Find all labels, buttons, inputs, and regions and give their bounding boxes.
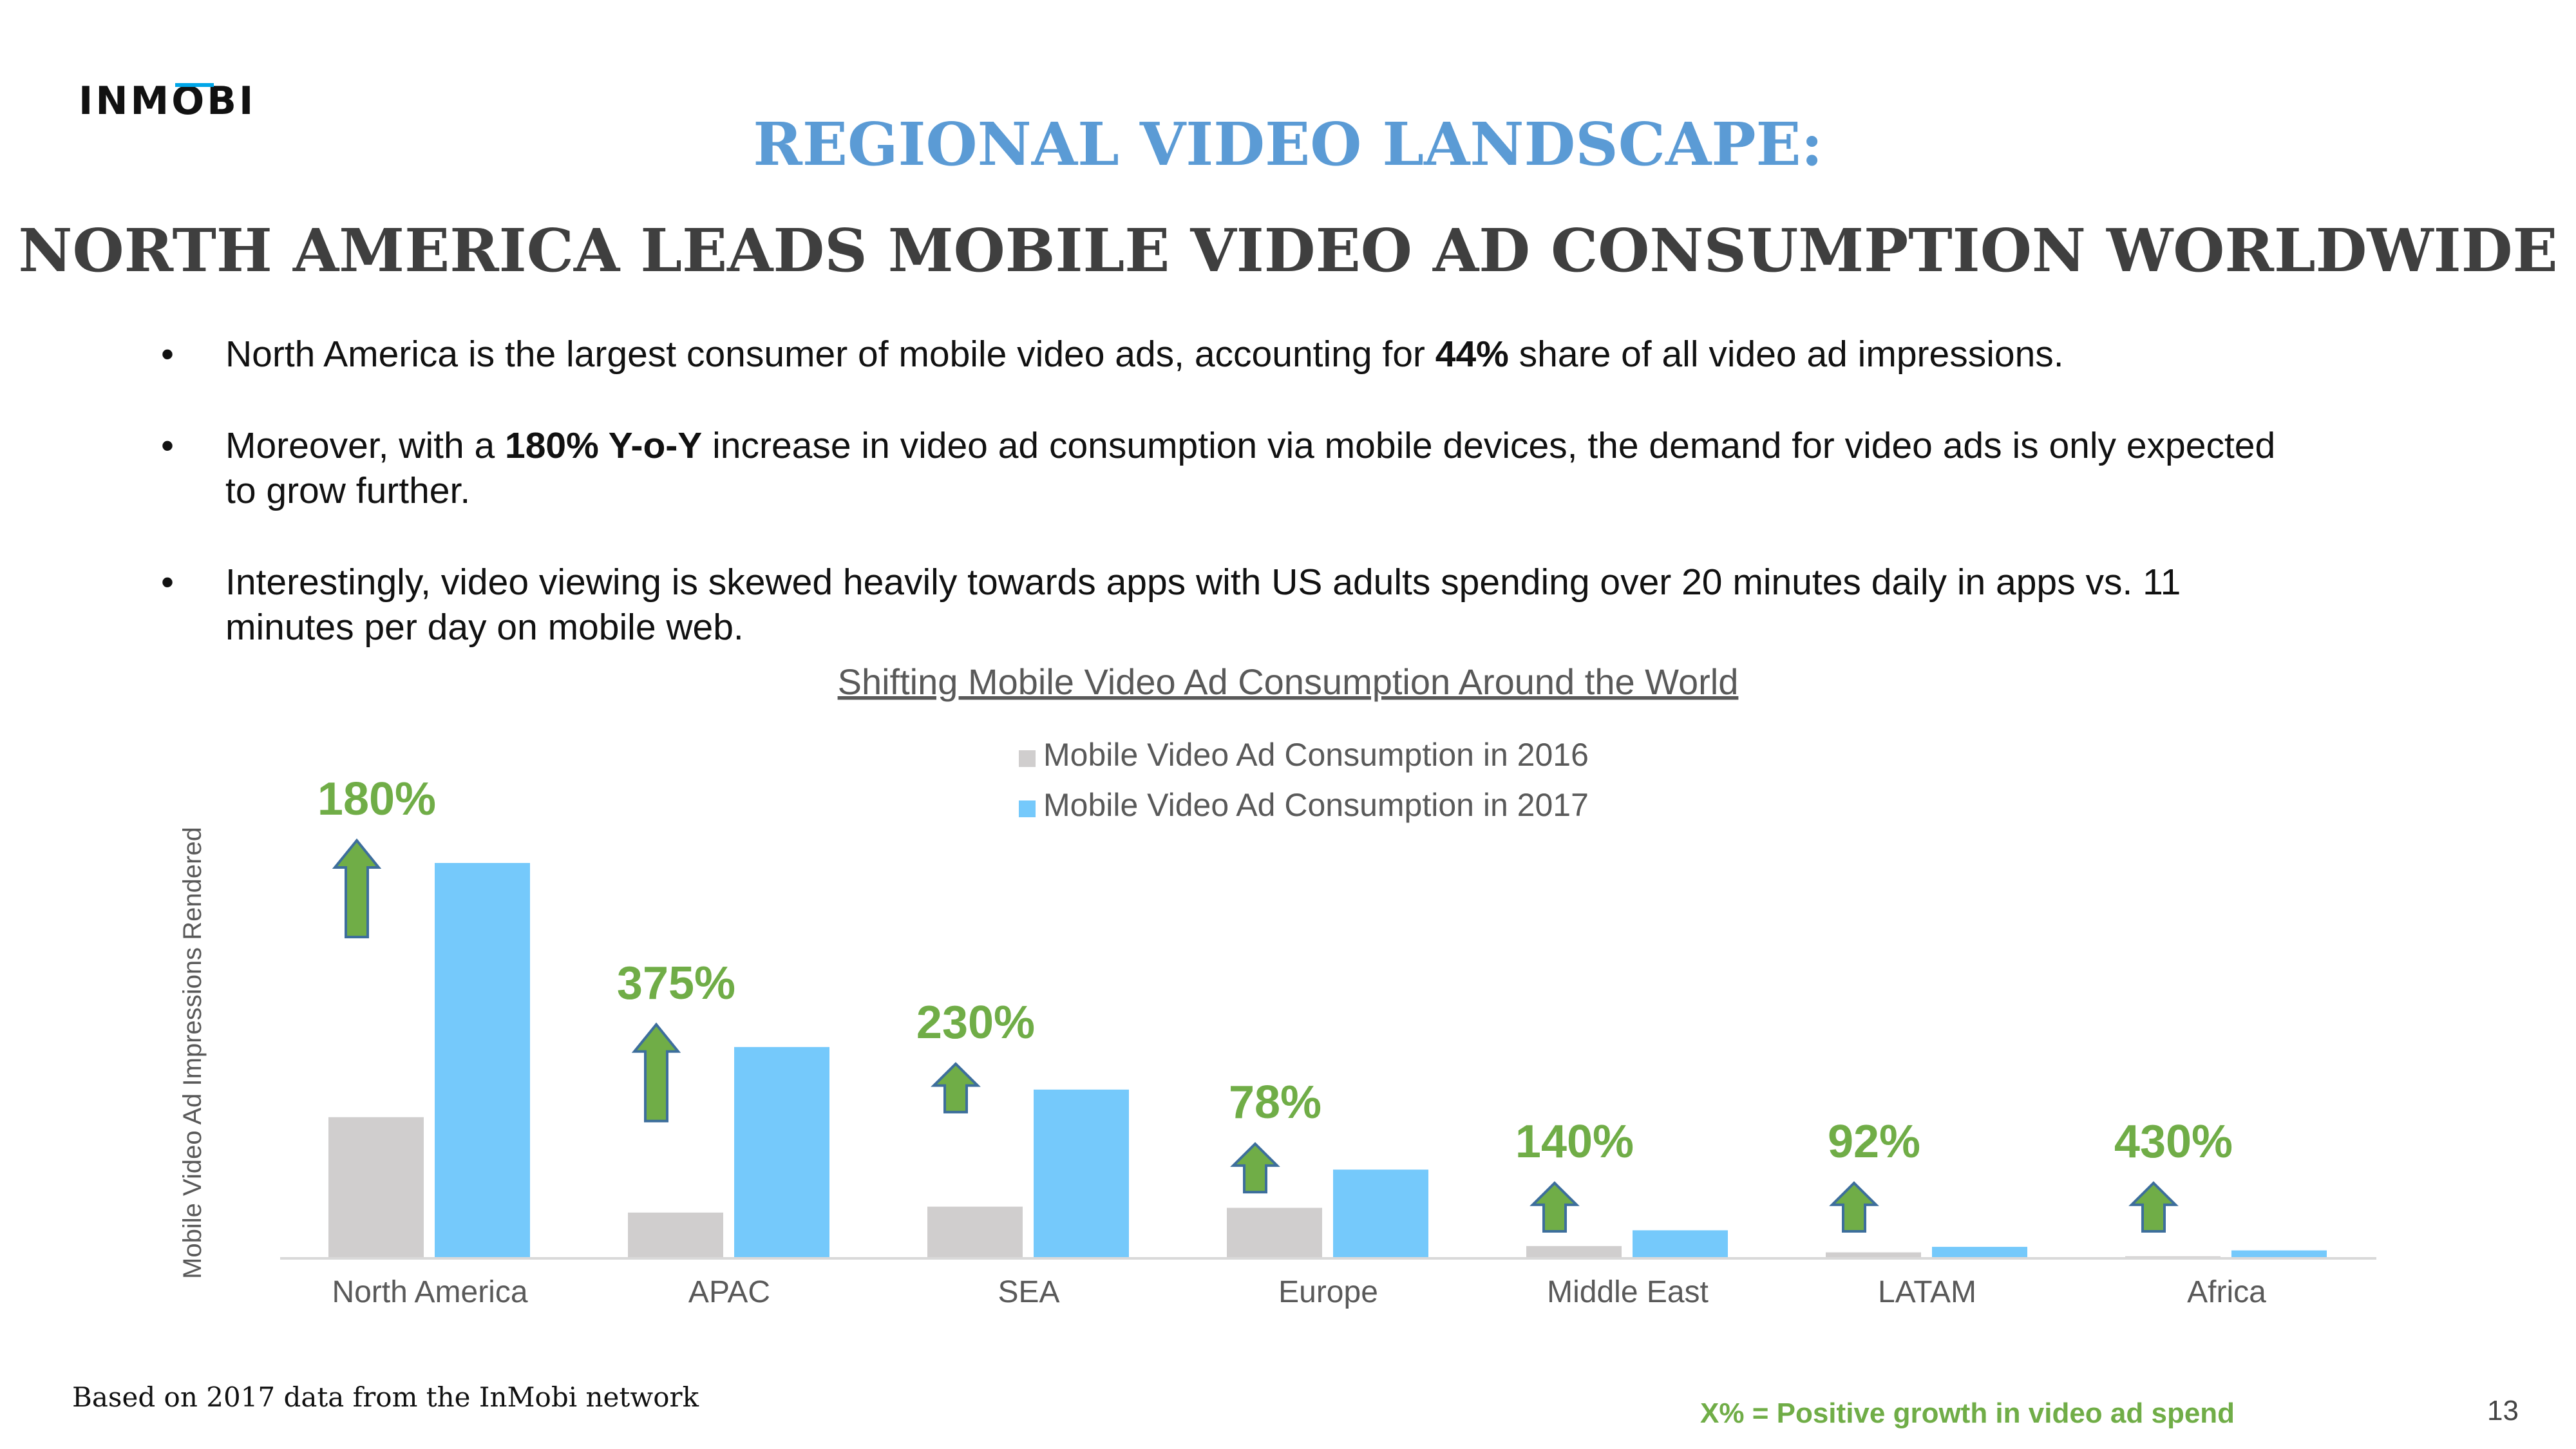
y-axis-label: Mobile Video Ad Impressions Rendered <box>178 827 207 1279</box>
growth-label-5: 92% <box>1828 1116 1920 1168</box>
x-tick-label-5: LATAM <box>1878 1275 1976 1309</box>
growth-arrow-1 <box>631 1022 681 1122</box>
bullet-marker: • <box>161 562 174 603</box>
bullet-text-end: share of all video ad impressions. <box>1508 334 2064 375</box>
growth-arrow-6 <box>2128 1181 2179 1233</box>
x-tick-group: North America APAC SEA Europe Middle East LAT… <box>332 1275 2266 1309</box>
bullet-marker: • <box>161 425 174 466</box>
x-tick-label-1: APAC <box>688 1275 770 1309</box>
legend-label-1: Mobile Video Ad Consumption in 2016 <box>1043 737 1589 773</box>
growth-label-2: 230% <box>916 997 1035 1048</box>
x-tick-label-4: Middle East <box>1547 1275 1709 1309</box>
bar-2017-0 <box>435 863 530 1257</box>
bullet-item: • Interestingly, video viewing is skewed … <box>161 560 2286 650</box>
bar-group <box>328 863 2327 1257</box>
bar-2016-5 <box>1826 1252 1921 1257</box>
page-kicker: REGIONAL VIDEO LANDSCAPE: <box>0 109 2576 179</box>
bar-2016-3 <box>1227 1208 1322 1257</box>
page-kicker-text: REGIONAL VIDEO LANDSCAPE: <box>753 109 1823 179</box>
bar-2016-4 <box>1526 1245 1622 1257</box>
chart-title: Shifting Mobile Video Ad Consumption Aro… <box>838 661 1739 702</box>
inmobi-logo: INMOBI <box>79 80 256 119</box>
bar-2017-2 <box>1034 1089 1129 1257</box>
x-tick-label-0: North America <box>332 1275 527 1309</box>
bullet-text: Moreover, with a <box>225 425 506 466</box>
logo-text: INMOBI <box>79 80 256 119</box>
growth-arrow-4 <box>1530 1181 1580 1233</box>
bullet-highlight: 180% Y-o-Y <box>505 425 703 466</box>
logo-accent <box>175 83 214 87</box>
bar-2016-6 <box>2125 1256 2221 1257</box>
chart-legend: Mobile Video Ad Consumption in 2016 Mobil… <box>1019 737 1589 823</box>
growth-arrow-5 <box>1829 1181 1879 1233</box>
x-tick-label-6: Africa <box>2187 1275 2266 1309</box>
bar-2016-2 <box>927 1206 1023 1257</box>
growth-arrow-2 <box>931 1062 981 1113</box>
growth-label-3: 78% <box>1229 1077 1321 1128</box>
bullet-highlight: 44% <box>1435 334 1509 375</box>
x-tick-label-3: Europe <box>1278 1275 1378 1309</box>
bullet-text: North America is the largest consumer of… <box>225 334 1435 375</box>
bullet-item: • North America is the largest consumer o… <box>161 332 2286 377</box>
legend-label-2: Mobile Video Ad Consumption in 2017 <box>1043 787 1589 823</box>
growth-arrow-0 <box>332 838 382 938</box>
bar-2017-4 <box>1633 1230 1728 1257</box>
growth-arrow-3 <box>1230 1142 1280 1194</box>
bullet-marker: • <box>161 334 174 375</box>
bar-2017-5 <box>1932 1247 2027 1257</box>
bullet-item: • Moreover, with a 180% Y-o-Y increase in… <box>161 423 2286 513</box>
bullet-list: • North America is the largest consumer o… <box>161 332 2286 696</box>
growth-label-0: 180% <box>317 773 436 825</box>
legend-swatch-1 <box>1019 750 1036 767</box>
growth-label-4: 140% <box>1515 1116 1634 1168</box>
video-consumption-chart: Shifting Mobile Video Ad Consumption Aro… <box>178 661 2376 1309</box>
bar-2016-1 <box>628 1212 723 1257</box>
growth-label-group: 180% 375% 230% 78% 140% 92% 430% <box>317 773 2233 1168</box>
x-tick-label-2: SEA <box>998 1275 1059 1309</box>
page-title: NORTH AMERICA LEADS MOBILE VIDEO AD CONS… <box>18 216 2558 285</box>
growth-label-6: 430% <box>2114 1116 2233 1168</box>
legend-swatch-2 <box>1019 800 1036 817</box>
bullet-text-end: increase in video ad consumption via mob… <box>225 425 2276 511</box>
bullet-text: Interestingly, video viewing is skewed h… <box>225 562 2181 648</box>
growth-label-1: 375% <box>617 958 735 1009</box>
bar-2017-3 <box>1333 1170 1428 1257</box>
bar-2017-6 <box>2231 1250 2327 1257</box>
growth-legend-note: X% = Positive growth in video ad spend <box>1700 1397 2235 1429</box>
page-number: 13 <box>2487 1395 2519 1426</box>
source-footnote: Based on 2017 data from the InMobi netwo… <box>72 1381 699 1413</box>
bar-2017-1 <box>734 1046 829 1257</box>
growth-arrow-group <box>332 838 2179 1233</box>
bar-2016-0 <box>328 1117 424 1257</box>
